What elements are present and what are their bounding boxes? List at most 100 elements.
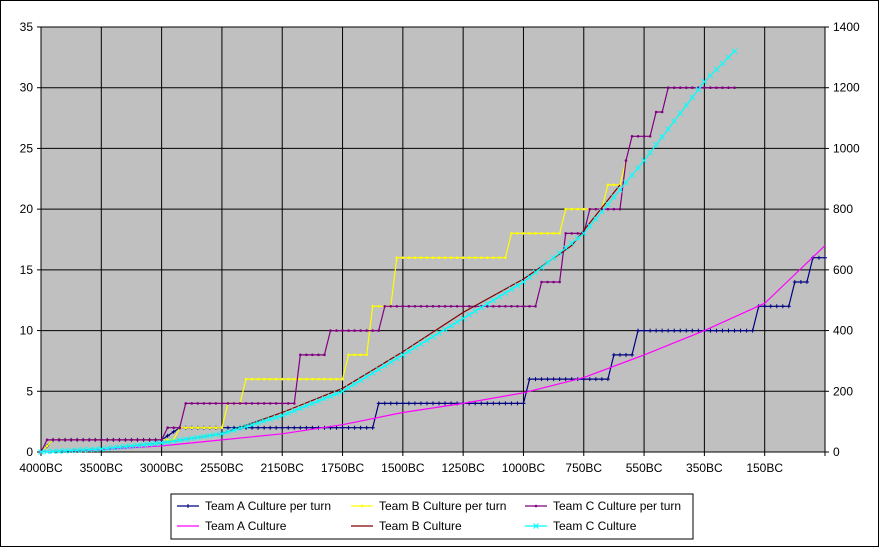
data-marker [188,435,195,442]
data-marker [479,401,484,406]
data-marker [341,329,344,332]
data-marker [401,256,405,260]
data-marker [341,377,344,381]
data-marker [311,353,314,357]
data-marker [359,329,362,332]
data-marker [208,402,212,405]
data-marker [226,402,230,405]
y-right-tick-label: 400 [833,324,853,338]
data-marker [557,377,562,382]
data-marker [93,438,97,442]
data-marker [98,446,105,452]
data-marker [363,373,370,380]
data-marker [473,401,478,406]
legend-item: Team C Culture [525,519,637,533]
data-marker [720,328,725,333]
data-marker [642,134,646,138]
data-marker [521,401,526,406]
data-marker [134,442,141,449]
data-marker [321,395,328,402]
data-marker [256,425,261,430]
data-marker [642,328,647,333]
data-marker [540,232,543,235]
data-marker [533,377,538,382]
data-marker [280,402,284,405]
data-marker [357,377,364,384]
data-marker [534,304,537,308]
data-marker [492,304,495,308]
data-marker [630,134,634,138]
data-marker [124,438,127,442]
y-left-tick-label: 35 [20,20,34,34]
data-marker [130,438,133,442]
data-marker [498,304,501,308]
data-marker [286,377,290,381]
data-marker [558,232,561,235]
data-marker [503,401,508,406]
data-marker [377,329,381,332]
legend-box [170,493,694,540]
series-line [40,87,735,453]
data-marker [617,352,622,357]
data-marker [268,377,272,381]
data-marker [448,322,454,329]
data-marker [395,304,399,308]
x-tick-label: 750BC [565,461,602,475]
data-marker [498,256,501,260]
data-marker [588,207,592,211]
data-marker [715,86,718,90]
data-marker [516,304,519,308]
data-marker [504,256,507,260]
data-marker [346,425,351,430]
data-marker [122,443,129,450]
data-marker [455,256,459,260]
data-marker [574,235,581,242]
data-marker [184,426,188,430]
data-marker [684,86,688,90]
data-marker [335,377,338,381]
data-marker [75,438,79,442]
data-marker [478,304,485,311]
data-marker [329,377,332,381]
data-marker [57,438,61,442]
data-marker [528,232,531,235]
data-marker [86,446,93,453]
data-marker [256,402,260,405]
data-marker [467,256,471,260]
data-marker [678,86,682,90]
data-marker [152,440,159,447]
data-marker [406,401,411,406]
x-tick-label: 4000BC [19,461,63,475]
data-marker [696,328,701,333]
x-tick-label: 1250BC [441,461,485,475]
data-marker [280,425,285,430]
x-tick-label: 350BC [686,461,723,475]
legend-item: Team C Culture per turn [525,499,681,513]
data-marker [431,256,435,260]
data-marker [449,256,453,260]
data-marker [823,255,827,260]
data-marker [798,280,803,284]
data-marker [237,425,243,432]
data-marker [387,359,394,365]
data-marker [708,328,713,333]
data-marker [467,304,471,308]
data-marker [339,388,346,395]
y-left-tick-label: 0 [26,445,33,459]
data-marker [455,304,459,308]
x-tick-label: 1000BC [502,461,546,475]
data-marker [647,149,653,156]
data-marker [725,54,732,61]
data-marker [118,438,121,442]
data-marker [527,377,532,382]
data-marker [630,352,635,357]
data-marker [172,426,175,430]
x-tick-label: 3000BC [140,461,184,475]
data-marker [545,377,550,382]
data-marker [166,438,169,442]
data-marker [413,256,417,260]
y-left-tick-label: 25 [20,141,34,155]
data-marker [299,353,302,357]
data-marker [568,240,575,246]
data-marker [128,443,135,449]
